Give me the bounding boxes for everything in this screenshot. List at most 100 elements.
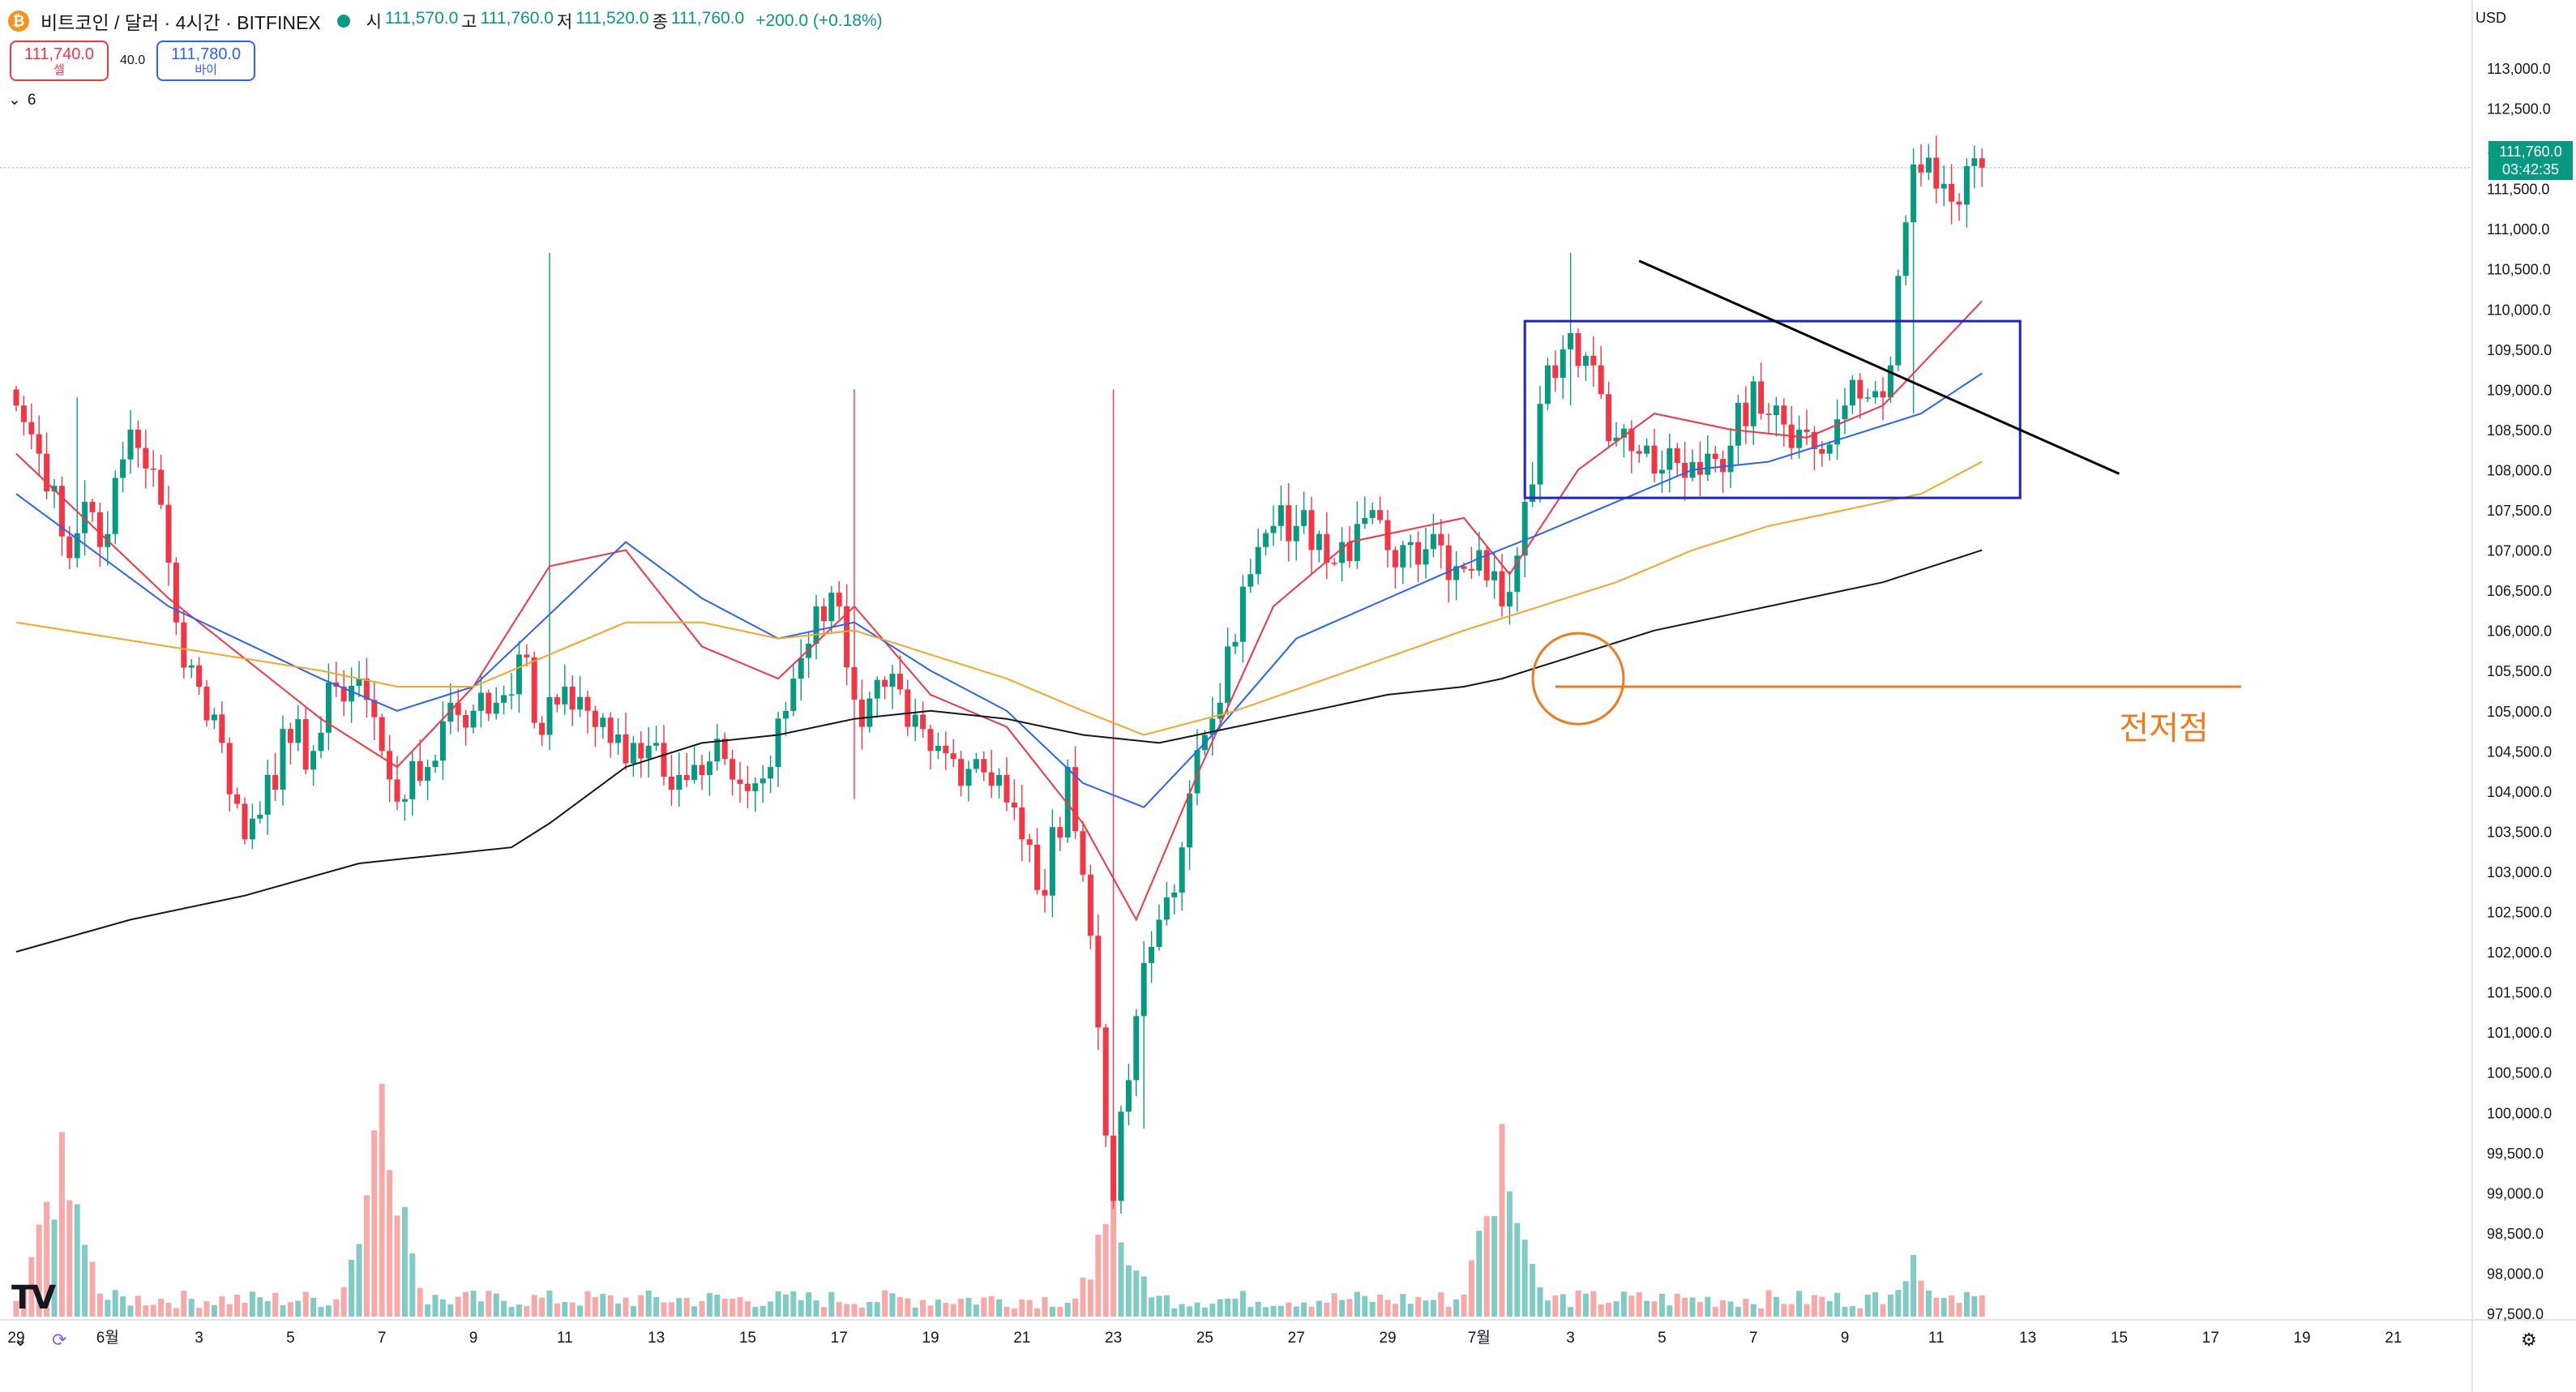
volume-bar bbox=[1125, 1265, 1132, 1317]
candle-body bbox=[1255, 546, 1261, 575]
volume-bar bbox=[546, 1290, 553, 1317]
volume-bar bbox=[1225, 1298, 1231, 1317]
candle-body bbox=[1209, 718, 1216, 735]
candle-body bbox=[516, 654, 522, 695]
volume-bar bbox=[1179, 1304, 1185, 1317]
volume-bar bbox=[470, 1291, 477, 1317]
volume-bar bbox=[721, 1298, 728, 1317]
candle-body bbox=[1544, 365, 1551, 405]
settings-icon[interactable]: ⚙ bbox=[2521, 1330, 2537, 1350]
x-tick-label: 17 bbox=[831, 1330, 848, 1347]
sell-button[interactable]: 111,740.0 셀 bbox=[10, 41, 109, 81]
candle-body bbox=[584, 696, 591, 711]
volume-bar bbox=[1156, 1296, 1162, 1317]
volume-bar bbox=[150, 1304, 156, 1317]
consolidation-box bbox=[1523, 319, 2022, 499]
x-tick-label: 21 bbox=[2385, 1330, 2402, 1347]
volume-bar bbox=[409, 1253, 416, 1317]
x-tick-label: 25 bbox=[1196, 1330, 1213, 1347]
candle-body bbox=[867, 698, 873, 727]
volume-bar bbox=[1483, 1216, 1490, 1317]
candle-body bbox=[1461, 566, 1467, 569]
x-tick-label: 13 bbox=[2019, 1330, 2036, 1347]
volume-bar bbox=[562, 1301, 568, 1317]
volume-bar bbox=[752, 1307, 759, 1317]
volume-bar bbox=[1042, 1296, 1048, 1317]
candle-body bbox=[58, 486, 65, 537]
chevron-down-icon: ⌄ bbox=[8, 92, 21, 109]
volume-bar bbox=[661, 1302, 667, 1317]
candle-body bbox=[143, 448, 149, 469]
volume-bar bbox=[714, 1294, 721, 1317]
volume-bar bbox=[51, 1219, 58, 1317]
candle-body bbox=[950, 753, 956, 760]
candle-body bbox=[1339, 542, 1346, 563]
y-tick-label: 108,000.0 bbox=[2487, 462, 2552, 478]
candle-body bbox=[554, 697, 560, 705]
candle-body bbox=[1606, 394, 1612, 442]
y-tick-label: 99,500.0 bbox=[2487, 1146, 2544, 1162]
buy-button[interactable]: 111,780.0 바이 bbox=[156, 41, 256, 81]
candle-body bbox=[1133, 1016, 1140, 1081]
volume-bar bbox=[1377, 1295, 1384, 1317]
candle-body bbox=[1042, 889, 1048, 896]
symbol-title[interactable]: 비트코인 / 달러 · 4시간 · BITFINEX bbox=[41, 12, 321, 33]
candle-body bbox=[1941, 183, 1947, 189]
y-tick-label: 109,500.0 bbox=[2487, 342, 2552, 358]
volume-bar bbox=[1819, 1296, 1825, 1317]
volume-bar bbox=[775, 1291, 781, 1317]
candle-body bbox=[325, 682, 332, 733]
candle-body bbox=[219, 714, 225, 743]
annotation-label: 전저점 bbox=[2119, 710, 2208, 747]
candle-body bbox=[546, 697, 553, 735]
candle-body bbox=[1011, 802, 1017, 807]
candle-body bbox=[36, 434, 42, 454]
candle-body bbox=[1187, 793, 1193, 848]
candle-body bbox=[1034, 844, 1041, 890]
candle-body bbox=[768, 767, 774, 779]
candle-body bbox=[645, 745, 652, 759]
volume-bar bbox=[417, 1287, 423, 1317]
candle-body bbox=[1979, 158, 1985, 168]
volume-bar bbox=[1362, 1296, 1368, 1317]
candle-body bbox=[82, 502, 88, 533]
volume-bar bbox=[318, 1307, 324, 1317]
refresh-icon[interactable]: ⟳ bbox=[52, 1330, 67, 1350]
y-tick-label: 112,500.0 bbox=[2487, 101, 2551, 118]
chevron-down-icon[interactable]: ⌄ bbox=[13, 1330, 28, 1350]
volume-bar bbox=[1720, 1300, 1727, 1317]
volume-bar bbox=[1788, 1304, 1795, 1317]
volume-bar bbox=[638, 1295, 644, 1317]
volume-bar bbox=[896, 1296, 903, 1317]
candle-body bbox=[1293, 525, 1299, 542]
volume-bar bbox=[1453, 1299, 1460, 1317]
x-tick-label: 9 bbox=[1841, 1330, 1850, 1347]
market-status-icon bbox=[336, 15, 350, 28]
candle-body bbox=[1644, 445, 1650, 454]
candle-body bbox=[1277, 505, 1284, 526]
volume-bar bbox=[1217, 1299, 1223, 1317]
candle-body bbox=[1636, 451, 1642, 454]
candle-body bbox=[1491, 571, 1498, 580]
x-tick-label: 21 bbox=[1013, 1330, 1030, 1347]
candle-body bbox=[1354, 524, 1360, 561]
candle-body bbox=[1430, 533, 1436, 550]
candle-body bbox=[730, 759, 736, 780]
candle-body bbox=[1819, 448, 1825, 454]
x-tick-label: 15 bbox=[2111, 1330, 2128, 1347]
candle-body bbox=[486, 692, 492, 714]
volume-bar bbox=[1423, 1300, 1429, 1317]
tradingview-logo[interactable]: TV bbox=[11, 1279, 56, 1317]
x-tick-label: 3 bbox=[1566, 1330, 1575, 1347]
candle-body bbox=[1095, 936, 1102, 1028]
volume-bar bbox=[569, 1302, 576, 1317]
currency-label[interactable]: USD bbox=[2475, 10, 2507, 26]
volume-bar bbox=[66, 1200, 73, 1317]
indicators-toggle[interactable]: ⌄ 6 bbox=[8, 91, 36, 109]
candle-body bbox=[280, 729, 286, 790]
candle-body bbox=[1552, 365, 1559, 379]
volume-bar bbox=[1506, 1191, 1513, 1317]
volume-bar bbox=[927, 1305, 934, 1317]
y-tick-label: 111,000.0 bbox=[2487, 221, 2549, 238]
